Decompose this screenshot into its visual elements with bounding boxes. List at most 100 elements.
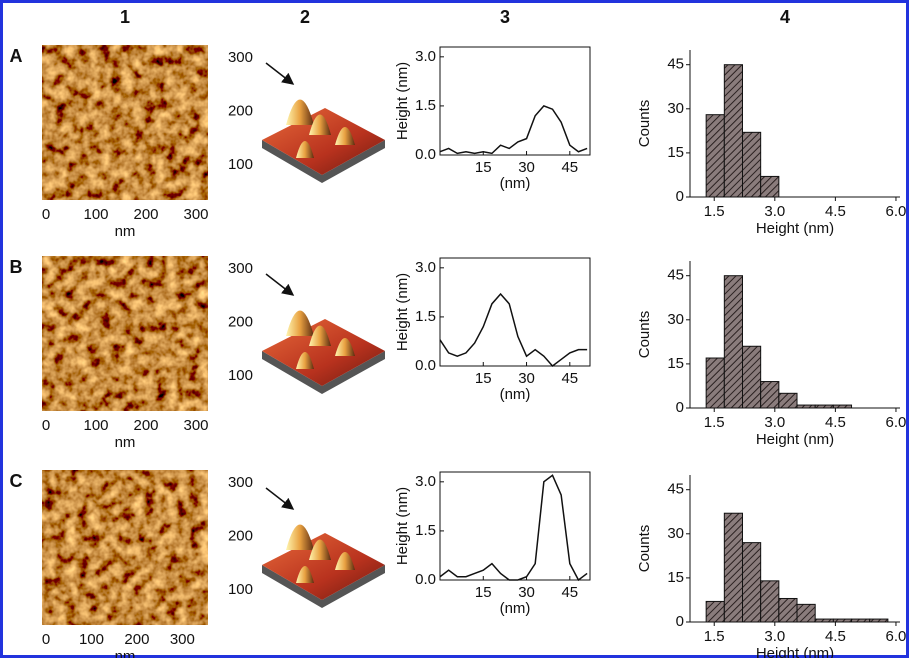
afm-image bbox=[42, 256, 208, 411]
row-label: B bbox=[10, 257, 23, 277]
x-tick-label: 4.5 bbox=[825, 203, 846, 220]
x-tick-label: 3.0 bbox=[764, 628, 785, 645]
y-tick-label: 30 bbox=[667, 525, 684, 542]
x-tick-label: 0 bbox=[42, 631, 50, 648]
y-tick-label: 1.5 bbox=[415, 308, 436, 325]
y-tick-label: 1.5 bbox=[415, 522, 436, 539]
z-tick-label: 200 bbox=[228, 102, 253, 119]
y-axis-label: Counts bbox=[636, 525, 653, 573]
y-tick-label: 0.0 bbox=[415, 571, 436, 588]
x-tick-label: 6.0 bbox=[886, 203, 907, 220]
x-tick-label: 15 bbox=[475, 584, 492, 601]
y-axis-label: Counts bbox=[636, 100, 653, 148]
x-axis-label: nm bbox=[115, 434, 136, 451]
y-tick-label: 45 bbox=[667, 481, 684, 498]
column-label: 4 bbox=[780, 7, 790, 27]
z-tick-label: 100 bbox=[228, 156, 253, 173]
y-tick-label: 3.0 bbox=[415, 473, 436, 490]
y-tick-label: 0 bbox=[676, 188, 684, 205]
bar bbox=[832, 404, 853, 409]
x-tick-label: 1.5 bbox=[704, 203, 725, 220]
x-tick-label: 15 bbox=[475, 370, 492, 387]
x-tick-label: 4.5 bbox=[825, 628, 846, 645]
y-tick-label: 0.0 bbox=[415, 146, 436, 163]
x-axis-label: (nm) bbox=[500, 386, 531, 403]
bar bbox=[851, 618, 871, 623]
surface-peak bbox=[309, 325, 331, 346]
surface-peak bbox=[296, 566, 314, 583]
x-tick-label: 6.0 bbox=[886, 628, 907, 645]
y-tick-label: 3.0 bbox=[415, 48, 436, 65]
x-axis-label: nm bbox=[115, 223, 136, 240]
arrow bbox=[265, 487, 295, 510]
column-label: 2 bbox=[300, 7, 310, 27]
plot-frame bbox=[439, 46, 591, 156]
x-axis-label: (nm) bbox=[500, 600, 531, 617]
x-tick-label: 200 bbox=[133, 417, 158, 434]
z-tick-label: 100 bbox=[228, 367, 253, 384]
plot-frame bbox=[439, 471, 591, 581]
plot-frame bbox=[439, 257, 591, 367]
z-tick-label: 200 bbox=[228, 313, 253, 330]
x-tick-label: 15 bbox=[475, 159, 492, 176]
x-axis-label: (nm) bbox=[500, 175, 531, 192]
z-tick-label: 100 bbox=[228, 581, 253, 598]
bar bbox=[723, 64, 743, 198]
surface-peak bbox=[296, 141, 314, 158]
afm-image bbox=[42, 45, 208, 200]
x-tick-label: 300 bbox=[183, 417, 208, 434]
bar bbox=[760, 580, 780, 623]
bar bbox=[760, 175, 780, 198]
x-tick-label: 100 bbox=[79, 631, 104, 648]
x-tick-label: 3.0 bbox=[764, 203, 785, 220]
column-label: 1 bbox=[120, 7, 130, 27]
y-tick-label: 15 bbox=[667, 355, 684, 372]
arrow bbox=[265, 62, 295, 85]
bar bbox=[778, 597, 798, 623]
x-axis-label: Height (nm) bbox=[756, 431, 834, 448]
surface-peak bbox=[335, 552, 355, 570]
bar bbox=[742, 345, 762, 409]
x-tick-label: 200 bbox=[124, 631, 149, 648]
x-tick-label: 1.5 bbox=[704, 414, 725, 431]
bar bbox=[705, 114, 725, 198]
y-tick-label: 3.0 bbox=[415, 259, 436, 276]
y-tick-label: 45 bbox=[667, 267, 684, 284]
y-tick-label: 0.0 bbox=[415, 357, 436, 374]
surface-peak bbox=[286, 310, 314, 336]
x-tick-label: 30 bbox=[518, 584, 535, 601]
x-tick-label: 0 bbox=[42, 417, 50, 434]
bar bbox=[760, 381, 780, 409]
bar bbox=[778, 392, 798, 409]
x-tick-label: 100 bbox=[83, 206, 108, 223]
bar bbox=[796, 603, 816, 623]
y-axis-label: Height (nm) bbox=[394, 487, 411, 565]
x-tick-label: 4.5 bbox=[825, 414, 846, 431]
y-tick-label: 0 bbox=[676, 613, 684, 630]
x-tick-label: 1.5 bbox=[704, 628, 725, 645]
surface-peak bbox=[286, 99, 314, 125]
bar bbox=[723, 275, 743, 409]
x-tick-label: 300 bbox=[170, 631, 195, 648]
bar bbox=[814, 404, 834, 409]
y-tick-label: 15 bbox=[667, 144, 684, 161]
bar bbox=[832, 618, 853, 623]
z-tick-label: 300 bbox=[228, 474, 253, 491]
afm-image bbox=[42, 470, 208, 625]
x-tick-label: 30 bbox=[518, 370, 535, 387]
surface-side bbox=[262, 351, 385, 394]
surface-side bbox=[262, 565, 385, 608]
x-tick-label: 45 bbox=[561, 370, 578, 387]
z-tick-label: 300 bbox=[228, 260, 253, 277]
y-axis-label: Height (nm) bbox=[394, 62, 411, 140]
bar bbox=[705, 357, 725, 409]
x-tick-label: 45 bbox=[561, 159, 578, 176]
x-tick-label: 6.0 bbox=[886, 414, 907, 431]
y-tick-label: 0 bbox=[676, 399, 684, 416]
x-axis-label: Height (nm) bbox=[756, 645, 834, 658]
row-label: C bbox=[10, 471, 23, 491]
y-tick-label: 45 bbox=[667, 56, 684, 73]
x-tick-label: 45 bbox=[561, 584, 578, 601]
